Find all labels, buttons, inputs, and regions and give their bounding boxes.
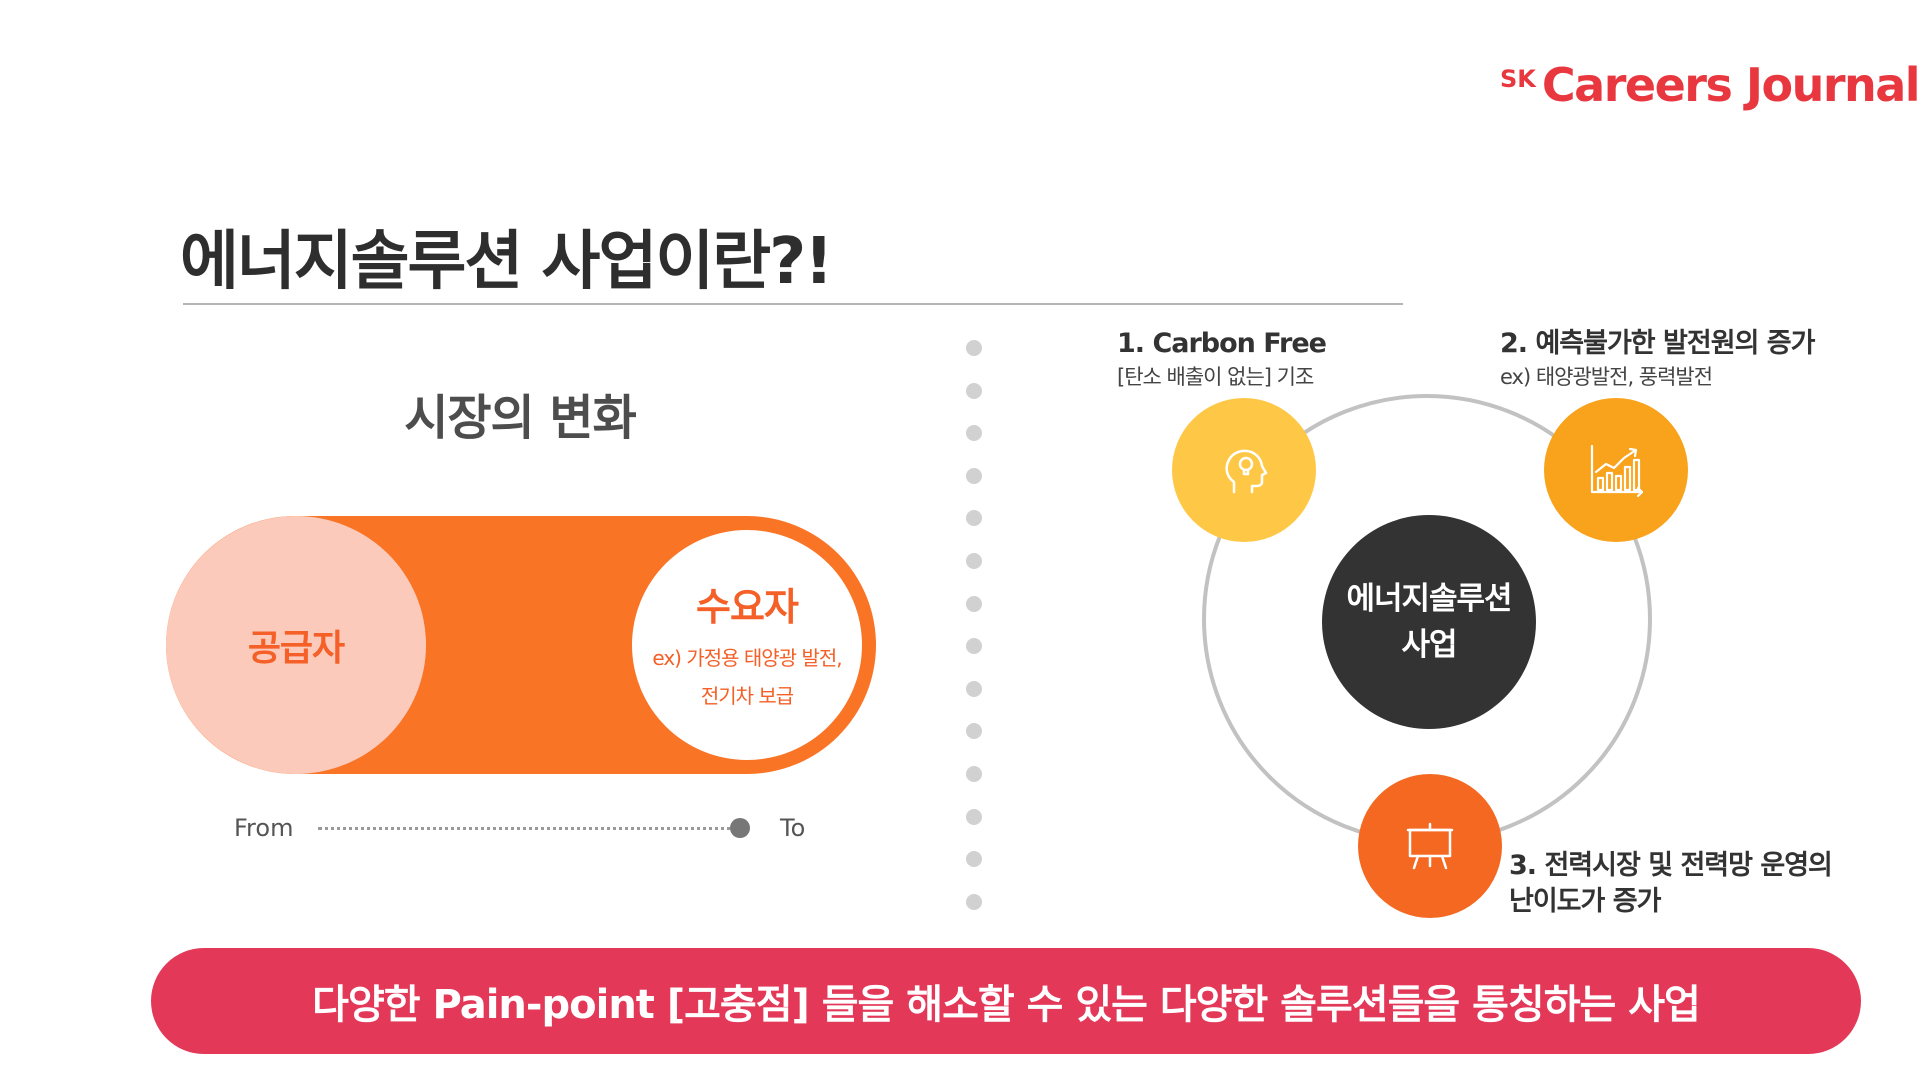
- brand-prefix: SK: [1500, 65, 1536, 93]
- title-divider: [183, 303, 1403, 305]
- center-label-line1: 에너지솔루션: [1346, 581, 1512, 617]
- caption-1-title: 1. Carbon Free: [1117, 328, 1327, 359]
- from-to-endpoint: [730, 818, 750, 838]
- separator-dot: [966, 766, 982, 782]
- summary-banner-text: 다양한 Pain-point [고충점] 들을 해소할 수 있는 다양한 솔루션…: [312, 982, 1701, 1028]
- separator-dot: [966, 425, 982, 442]
- separator-dot: [966, 553, 982, 569]
- consumer-example-line2: 전기차 보급: [700, 683, 794, 708]
- caption-3-title-line2: 난이도가 증가: [1509, 886, 1661, 917]
- separator-dot: [966, 467, 982, 484]
- caption-grid-operation: 3. 전력시장 및 전력망 운영의 난이도가 증가: [1509, 848, 1833, 920]
- separator-dot: [966, 808, 982, 825]
- caption-1-subtitle: [탄소 배출이 없는] 기조: [1117, 365, 1314, 389]
- center-circle: 에너지솔루션 사업: [1322, 515, 1536, 729]
- consumer-circle: 수요자 ex) 가정용 태양광 발전, 전기차 보급: [632, 530, 862, 760]
- separator-dot: [966, 893, 982, 910]
- center-label-line2: 사업: [1401, 627, 1457, 663]
- separator-dot: [966, 680, 982, 697]
- separator-dot: [966, 382, 982, 399]
- unpredictable-generation-node: [1544, 398, 1688, 542]
- page-title: 에너지솔루션 사업이란?!: [180, 225, 833, 299]
- separator-dot: [966, 595, 982, 612]
- presentation-board-icon: [1406, 822, 1454, 870]
- carbon-free-node: [1172, 398, 1316, 542]
- brand-name: Careers Journal: [1541, 58, 1920, 112]
- vertical-dotted-separator: [966, 340, 986, 910]
- brand-logo: SK Careers Journal: [1500, 58, 1920, 112]
- from-label: From: [234, 814, 294, 842]
- consumer-example-line1: ex) 가정용 태양광 발전,: [652, 645, 842, 670]
- consumer-label: 수요자: [696, 584, 799, 629]
- caption-3-title-line1: 3. 전력시장 및 전력망 운영의: [1509, 850, 1833, 881]
- separator-dot: [966, 638, 982, 655]
- separator-dot: [966, 510, 982, 527]
- summary-banner: 다양한 Pain-point [고충점] 들을 해소할 수 있는 다양한 솔루션…: [151, 948, 1861, 1054]
- market-change-heading: 시장의 변화: [404, 390, 637, 446]
- caption-unpredictable-generation: 2. 예측불가한 발전원의 증가 ex) 태양광발전, 풍력발전: [1500, 326, 1815, 392]
- separator-dot: [966, 340, 982, 356]
- from-to-line: [318, 827, 738, 830]
- caption-2-subtitle: ex) 태양광발전, 풍력발전: [1500, 365, 1713, 389]
- to-label: To: [780, 814, 806, 842]
- separator-dot: [966, 851, 982, 868]
- separator-dot: [966, 723, 982, 740]
- growth-chart-icon: [1590, 444, 1644, 498]
- supplier-circle: 공급자: [166, 516, 426, 774]
- head-lightbulb-icon: [1225, 449, 1268, 494]
- supplier-label: 공급자: [247, 628, 345, 669]
- caption-carbon-free: 1. Carbon Free [탄소 배출이 없는] 기조: [1117, 326, 1327, 392]
- caption-2-title: 2. 예측불가한 발전원의 증가: [1500, 328, 1815, 359]
- grid-operation-node: [1358, 774, 1502, 918]
